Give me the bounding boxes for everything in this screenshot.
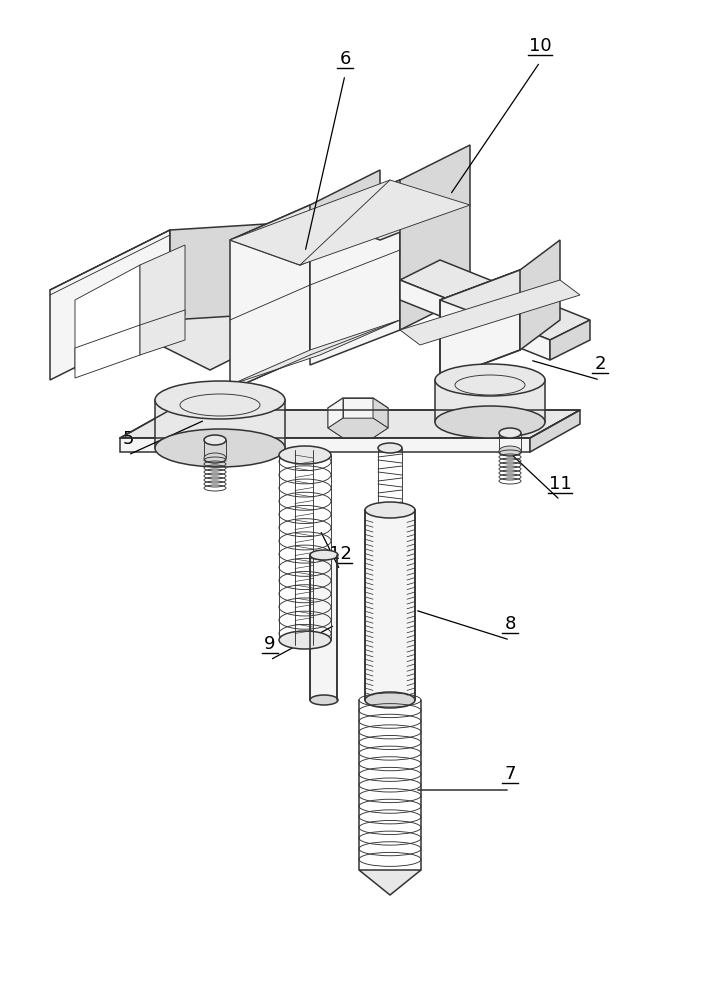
Polygon shape bbox=[75, 265, 140, 370]
Polygon shape bbox=[400, 280, 580, 345]
Ellipse shape bbox=[155, 429, 285, 467]
Polygon shape bbox=[400, 280, 550, 360]
Polygon shape bbox=[400, 260, 590, 340]
Text: 12: 12 bbox=[329, 545, 351, 563]
Polygon shape bbox=[310, 180, 400, 365]
Polygon shape bbox=[328, 398, 388, 418]
Ellipse shape bbox=[378, 443, 402, 453]
Ellipse shape bbox=[204, 435, 226, 445]
Text: 2: 2 bbox=[595, 355, 606, 373]
Ellipse shape bbox=[435, 364, 545, 396]
Polygon shape bbox=[550, 320, 590, 360]
Text: 10: 10 bbox=[529, 37, 551, 55]
Polygon shape bbox=[155, 400, 285, 448]
Polygon shape bbox=[530, 410, 580, 452]
Polygon shape bbox=[520, 240, 560, 350]
Ellipse shape bbox=[279, 446, 331, 464]
Ellipse shape bbox=[204, 453, 226, 463]
Polygon shape bbox=[328, 418, 388, 438]
Text: 7: 7 bbox=[504, 765, 515, 783]
Polygon shape bbox=[440, 270, 520, 380]
Polygon shape bbox=[120, 438, 530, 452]
Ellipse shape bbox=[499, 428, 521, 438]
Ellipse shape bbox=[365, 502, 415, 518]
Polygon shape bbox=[310, 170, 380, 355]
Polygon shape bbox=[230, 205, 310, 390]
Polygon shape bbox=[50, 230, 170, 380]
Polygon shape bbox=[120, 410, 580, 438]
Text: 11: 11 bbox=[549, 475, 571, 493]
Polygon shape bbox=[328, 398, 343, 428]
Polygon shape bbox=[140, 245, 185, 335]
Text: 6: 6 bbox=[339, 50, 351, 68]
Polygon shape bbox=[230, 180, 470, 265]
Polygon shape bbox=[359, 870, 421, 895]
Polygon shape bbox=[310, 555, 337, 700]
Text: 8: 8 bbox=[504, 615, 515, 633]
Ellipse shape bbox=[310, 550, 338, 560]
Polygon shape bbox=[343, 398, 373, 418]
Polygon shape bbox=[170, 220, 330, 320]
Polygon shape bbox=[435, 380, 545, 422]
Polygon shape bbox=[50, 230, 330, 370]
Polygon shape bbox=[373, 398, 388, 428]
Polygon shape bbox=[328, 408, 343, 438]
Polygon shape bbox=[230, 205, 380, 265]
Polygon shape bbox=[310, 180, 470, 240]
Polygon shape bbox=[365, 510, 415, 700]
Polygon shape bbox=[230, 320, 400, 385]
Ellipse shape bbox=[499, 446, 521, 456]
Ellipse shape bbox=[279, 631, 331, 649]
Ellipse shape bbox=[435, 406, 545, 438]
Polygon shape bbox=[343, 418, 373, 438]
Ellipse shape bbox=[155, 381, 285, 419]
Polygon shape bbox=[440, 270, 560, 315]
Polygon shape bbox=[140, 310, 185, 355]
Polygon shape bbox=[400, 145, 470, 330]
Ellipse shape bbox=[310, 695, 338, 705]
Polygon shape bbox=[373, 408, 388, 438]
Ellipse shape bbox=[365, 692, 415, 708]
Text: 9: 9 bbox=[264, 635, 276, 653]
Polygon shape bbox=[75, 325, 140, 378]
Text: 5: 5 bbox=[122, 430, 134, 448]
Ellipse shape bbox=[378, 505, 402, 515]
